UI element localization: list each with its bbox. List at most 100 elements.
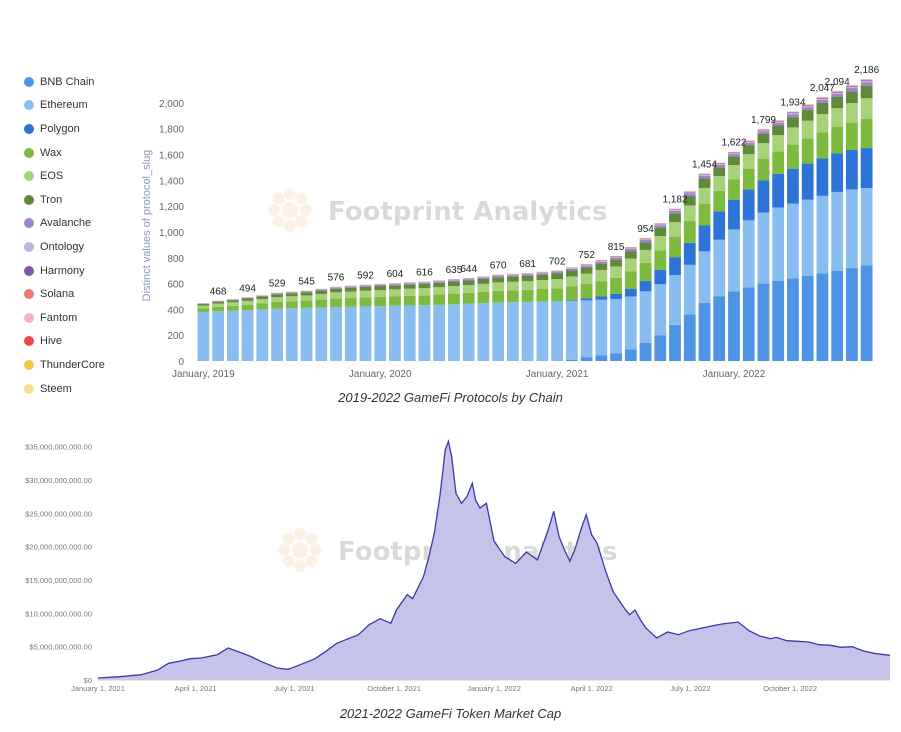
- bar-segment-avalanche: [418, 282, 431, 284]
- bar-segment-eos: [521, 281, 534, 290]
- legend-item[interactable]: EOS: [24, 164, 144, 188]
- bar-segment-eos: [418, 288, 431, 296]
- bar-segment-tron: [536, 274, 549, 281]
- bar-segment-ontology: [536, 272, 549, 274]
- bar-segment-polygon: [639, 280, 652, 292]
- bar-segment-tron: [506, 276, 519, 282]
- bar-segment-wax: [330, 298, 342, 308]
- bar-segment-ethereum: [418, 305, 431, 361]
- bar-segment-ethereum: [492, 302, 505, 361]
- watermark-dot: [292, 542, 308, 558]
- bar-segment-ontology: [595, 261, 608, 262]
- bar-segment-tron: [816, 102, 829, 115]
- bar-segment-harmony: [787, 112, 799, 114]
- bar-segment-avalanche: [389, 284, 401, 286]
- bar-segment-tron: [610, 259, 622, 267]
- bar-segment-ethereum: [521, 301, 534, 361]
- x-tick-label: July 1, 2022: [670, 684, 710, 693]
- bars: [197, 78, 873, 361]
- bar-segment-wax: [256, 303, 269, 310]
- bar-segment-wax: [595, 281, 608, 297]
- legend-item[interactable]: Fantom: [24, 306, 144, 330]
- legend-item[interactable]: Polygon: [24, 117, 144, 141]
- legend-item[interactable]: BNB Chain: [24, 70, 144, 94]
- y-tick-label: $0: [84, 676, 92, 685]
- legend-label: Avalanche: [40, 217, 92, 230]
- bar-segment-bnb-chain: [654, 335, 667, 361]
- bar-segment-tron: [389, 285, 401, 290]
- bar-segment-ethereum: [713, 239, 726, 297]
- bar-segment-avalanche: [433, 281, 446, 283]
- legend-item[interactable]: Wax: [24, 141, 144, 165]
- bar-segment-ontology: [521, 273, 534, 275]
- bar-segment-ethereum: [831, 191, 844, 271]
- bar-segment-ethereum: [639, 291, 652, 343]
- legend-item[interactable]: Solana: [24, 282, 144, 306]
- legend-item[interactable]: Hive: [24, 330, 144, 354]
- legend-dot-icon: [24, 265, 34, 276]
- bar-value-label: 576: [328, 273, 345, 284]
- bar-value-label: 815: [608, 242, 625, 253]
- chart1-caption: 2019-2022 GameFi Protocols by Chain: [338, 390, 563, 405]
- legend-dot-icon: [24, 336, 34, 347]
- legend-item[interactable]: ThunderCore: [24, 353, 144, 377]
- legend-item[interactable]: Tron: [24, 188, 144, 212]
- bar-value-label: 644: [460, 264, 477, 275]
- bar-segment-avalanche: [683, 193, 696, 197]
- bar-segment-tron: [521, 275, 534, 282]
- bar-value-label: 670: [490, 261, 507, 272]
- legend-item[interactable]: Steem: [24, 377, 144, 401]
- bar-segment-tron: [477, 279, 490, 284]
- bar-segment-wax: [742, 168, 755, 190]
- bar-segment-ethereum: [256, 309, 269, 361]
- legend-item[interactable]: Ethereum: [24, 94, 144, 118]
- bar-segment-eos: [197, 305, 210, 309]
- bar-segment-tron: [285, 293, 298, 297]
- bar-segment-ontology: [580, 264, 593, 266]
- bar-segment-eos: [713, 176, 726, 191]
- bar-segment-wax: [845, 122, 858, 151]
- chart1-protocols-by-chain: Footprint Analytics Distinct values of pr…: [141, 65, 880, 380]
- bar-segment-harmony: [845, 86, 858, 87]
- bar-segment-ethereum: [212, 311, 225, 361]
- bar-segment-eos: [772, 135, 785, 152]
- legend-item[interactable]: Harmony: [24, 259, 144, 283]
- bar-segment-avalanche: [787, 114, 799, 118]
- bar-segment-ontology: [787, 113, 799, 115]
- bar-segment-harmony: [757, 129, 770, 131]
- bar-segment-wax: [271, 302, 283, 309]
- bar-segment-avalanche: [344, 286, 357, 288]
- bar-segment-ontology: [506, 274, 519, 276]
- bar-segment-ontology: [772, 121, 785, 123]
- bar-segment-wax: [624, 271, 637, 289]
- bar-segment-ethereum: [845, 189, 858, 269]
- bar-segment-polygon: [845, 150, 858, 190]
- y-tick-label: 0: [178, 357, 184, 368]
- bar-segment-ethereum: [683, 264, 696, 315]
- bar-segment-avalanche: [831, 93, 844, 97]
- bar-segment-ethereum: [197, 311, 210, 361]
- bar-segment-polygon: [757, 180, 770, 213]
- legend-label: Hive: [40, 335, 63, 348]
- bar-segment-wax: [683, 221, 696, 243]
- bar-value-label: 494: [239, 283, 256, 294]
- bar-segment-tron: [728, 156, 740, 166]
- bar-segment-ethereum: [330, 307, 342, 361]
- bar-segment-tron: [831, 96, 844, 109]
- bar-segment-ethereum: [344, 306, 357, 361]
- bar-segment-eos: [639, 249, 652, 263]
- legend-item[interactable]: Avalanche: [24, 212, 144, 236]
- bar-segment-ontology: [816, 98, 829, 100]
- bar-segment-wax: [860, 118, 873, 149]
- y-tick-label: 1,800: [159, 125, 184, 136]
- bar-segment-eos: [448, 286, 460, 294]
- bar-segment-avalanche: [536, 273, 549, 275]
- bar-value-label: 545: [298, 277, 315, 288]
- bar-segment-ontology: [551, 271, 564, 272]
- legend-item[interactable]: Ontology: [24, 235, 144, 259]
- watermark-dot: [272, 192, 285, 205]
- y-tick-label: $30,000,000,000.00: [25, 476, 92, 485]
- bar-segment-avalanche: [506, 275, 519, 277]
- y-tick-label: 800: [167, 254, 184, 265]
- bar-segment-ontology: [565, 268, 578, 269]
